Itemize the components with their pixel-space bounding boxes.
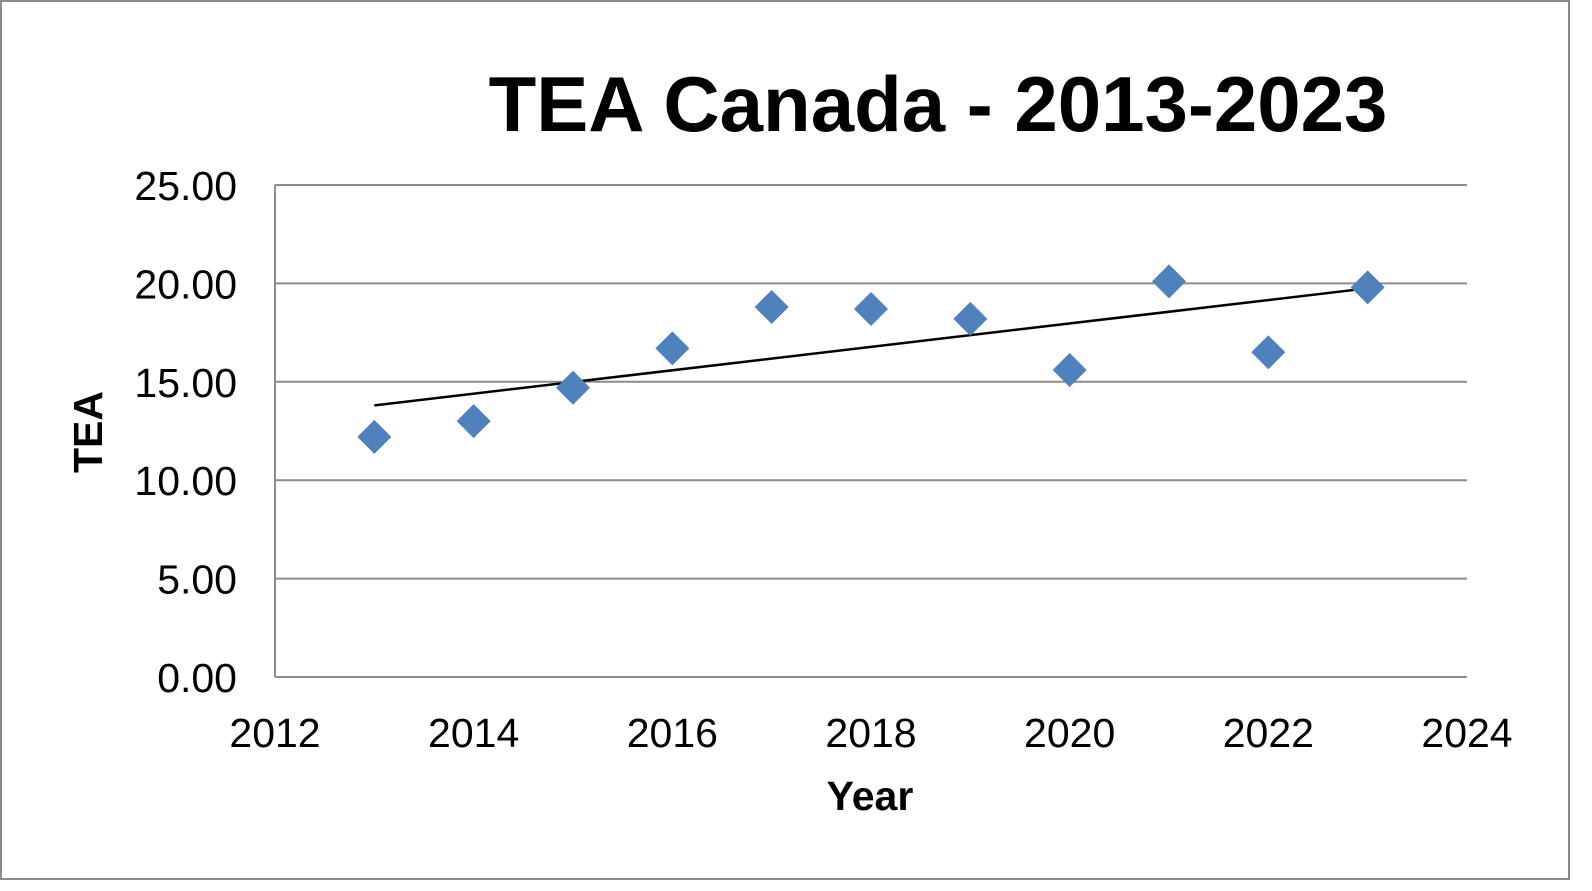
y-tick-label: 20.00 — [134, 261, 237, 307]
data-point — [1052, 352, 1087, 387]
x-tick-label: 2024 — [1421, 710, 1512, 756]
data-point-layer — [357, 264, 1385, 454]
data-point — [556, 370, 590, 405]
y-tick-label: 10.00 — [134, 458, 237, 504]
data-point — [1350, 270, 1385, 305]
y-tick-label: 15.00 — [134, 360, 237, 406]
chart-canvas: TEA Canada - 2013-2023 0.00 5.00 10.00 15.0… — [65, 60, 1513, 819]
data-point — [854, 291, 888, 326]
x-tick-label: 2012 — [229, 710, 320, 756]
x-tick-label: 2016 — [627, 710, 718, 756]
y-axis-title: TEA — [65, 391, 111, 473]
chart-frame: TEA Canada - 2013-2023 0.00 5.00 10.00 15.0… — [0, 0, 1570, 880]
data-point — [1251, 335, 1286, 370]
grid-layer — [275, 184, 1467, 580]
data-point — [357, 419, 392, 454]
data-point — [456, 404, 491, 439]
x-tick-label: 2022 — [1223, 710, 1314, 756]
trendline-layer — [374, 287, 1368, 407]
tick-label-layer: 0.00 5.00 10.00 15.00 20.00 25.00 2012 2014 2016… — [134, 163, 1512, 756]
data-point — [953, 301, 988, 336]
data-point — [1152, 264, 1186, 299]
data-point — [655, 331, 690, 366]
x-tick-label: 2020 — [1024, 710, 1115, 756]
chart-title: TEA Canada - 2013-2023 — [489, 60, 1388, 148]
y-tick-label: 0.00 — [157, 655, 237, 701]
x-tick-label: 2014 — [428, 710, 519, 756]
trendline — [374, 287, 1368, 407]
x-tick-label: 2018 — [825, 710, 916, 756]
data-point — [754, 290, 789, 325]
y-tick-label: 25.00 — [134, 163, 237, 209]
y-tick-label: 5.00 — [157, 557, 237, 603]
axis-layer — [274, 185, 1467, 678]
x-axis-title: Year — [827, 773, 914, 819]
